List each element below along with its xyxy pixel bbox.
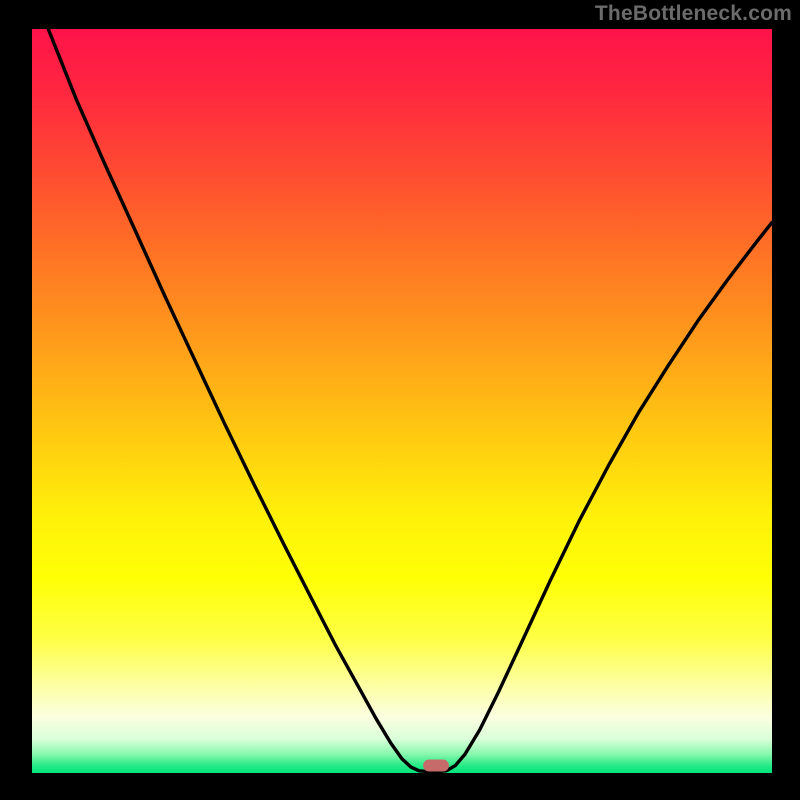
bottleneck-chart [0,0,800,800]
optimal-point-marker [423,760,449,772]
plot-background-gradient [32,29,772,773]
watermark-text: TheBottleneck.com [595,2,792,26]
chart-container: { "watermark": { "text": "TheBottleneck.… [0,0,800,800]
